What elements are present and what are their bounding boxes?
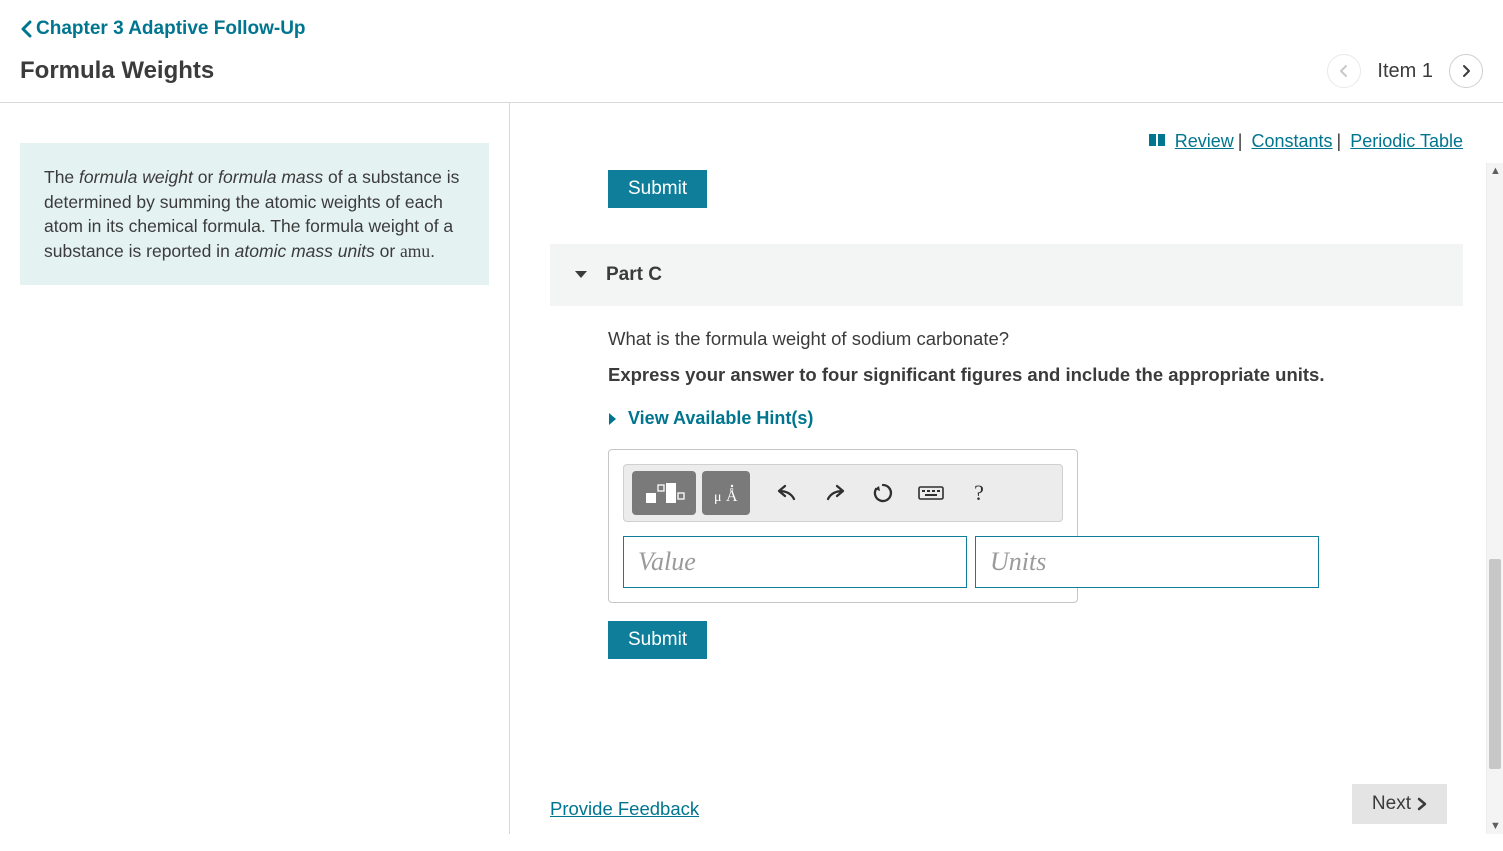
back-link-label: Chapter 3 Adaptive Follow-Up <box>36 18 306 40</box>
submit-button[interactable]: Submit <box>608 170 707 208</box>
book-icon <box>1148 131 1171 151</box>
constants-link[interactable]: Constants <box>1252 131 1333 151</box>
help-tool[interactable]: ? <box>958 471 1000 515</box>
info-text-or: or <box>193 167 218 187</box>
top-links: Review| Constants| Periodic Table <box>550 131 1463 152</box>
info-period: . <box>430 241 435 261</box>
chevron-left-icon <box>1338 63 1350 79</box>
redo-icon <box>824 483 846 503</box>
chevron-right-icon <box>1460 63 1472 79</box>
hints-toggle[interactable]: View Available Hint(s) <box>608 408 813 429</box>
svg-text:μ: μ <box>714 490 722 505</box>
info-italic-amufull: atomic mass units <box>235 241 375 261</box>
link-separator: | <box>1337 131 1342 151</box>
inputs-row <box>623 536 1063 588</box>
scroll-up-icon: ▲ <box>1490 165 1501 177</box>
info-italic-fw: formula weight <box>79 167 193 187</box>
info-amu: amu <box>400 241 430 261</box>
right-column: Review| Constants| Periodic Table Submit… <box>510 103 1503 834</box>
item-nav: Item 1 <box>1327 54 1483 88</box>
question-text: What is the formula weight of sodium car… <box>608 328 1439 350</box>
scroll-down-icon: ▼ <box>1490 820 1501 832</box>
undo-icon <box>776 483 798 503</box>
answer-toolbar: μ Å <box>623 464 1063 522</box>
caret-down-icon <box>574 270 588 280</box>
info-text-pre: The <box>44 167 79 187</box>
redo-tool[interactable] <box>814 471 856 515</box>
part-label: Part C <box>606 264 662 286</box>
question-body: What is the formula weight of sodium car… <box>550 306 1463 659</box>
title-row: Formula Weights Item 1 <box>20 54 1483 88</box>
next-button[interactable]: Next <box>1352 784 1447 824</box>
review-link[interactable]: Review <box>1175 131 1234 151</box>
scrollbar[interactable]: ▲ ▼ <box>1486 163 1503 834</box>
item-label: Item 1 <box>1377 60 1433 83</box>
periodic-table-link[interactable]: Periodic Table <box>1350 131 1463 151</box>
template-tool[interactable] <box>632 471 696 515</box>
svg-text:Å: Å <box>726 487 738 505</box>
special-chars-icon: μ Å <box>708 479 744 507</box>
info-text-postor: or <box>375 241 400 261</box>
part-header[interactable]: Part C <box>550 244 1463 306</box>
left-column: The formula weight or formula mass of a … <box>0 103 510 834</box>
page-title: Formula Weights <box>20 57 214 85</box>
template-icon <box>642 479 686 507</box>
back-link[interactable]: Chapter 3 Adaptive Follow-Up <box>20 18 306 40</box>
keyboard-tool[interactable] <box>910 471 952 515</box>
caret-right-icon <box>608 412 618 426</box>
chevron-right-icon <box>1417 797 1427 811</box>
instruction-text: Express your answer to four significant … <box>608 364 1439 386</box>
next-item-button[interactable] <box>1449 54 1483 88</box>
prev-item-button[interactable] <box>1327 54 1361 88</box>
reset-tool[interactable] <box>862 471 904 515</box>
hints-label: View Available Hint(s) <box>628 408 813 429</box>
scroll-thumb[interactable] <box>1489 559 1501 769</box>
value-input[interactable] <box>623 536 967 588</box>
chevron-left-icon <box>20 20 34 38</box>
submit-button-part[interactable]: Submit <box>608 621 707 659</box>
special-chars-tool[interactable]: μ Å <box>702 471 750 515</box>
keyboard-icon <box>918 484 944 502</box>
answer-panel: μ Å <box>608 449 1078 603</box>
info-italic-fm: formula mass <box>218 167 323 187</box>
undo-tool[interactable] <box>766 471 808 515</box>
reset-icon <box>872 482 894 504</box>
link-separator: | <box>1238 131 1243 151</box>
units-input[interactable] <box>975 536 1319 588</box>
page-header: Chapter 3 Adaptive Follow-Up Formula Wei… <box>0 0 1503 103</box>
info-box: The formula weight or formula mass of a … <box>20 143 489 285</box>
content-area: The formula weight or formula mass of a … <box>0 103 1503 834</box>
help-icon: ? <box>974 480 984 506</box>
feedback-link[interactable]: Provide Feedback <box>550 798 699 820</box>
next-button-label: Next <box>1372 793 1411 815</box>
